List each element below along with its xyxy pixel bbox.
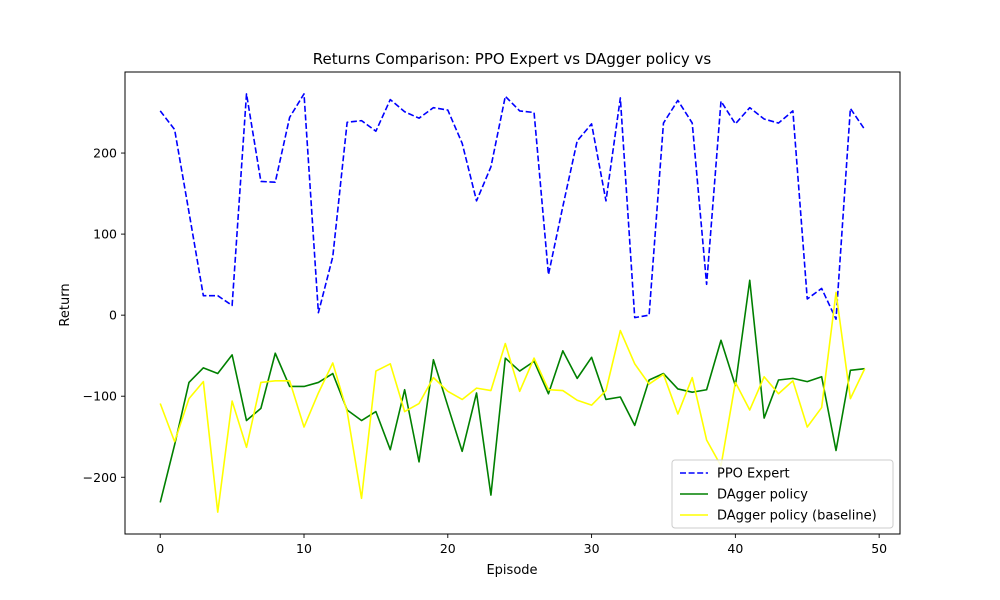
plot-frame	[124, 71, 901, 535]
x-tick-label: 0	[156, 541, 164, 556]
legend-label: DAgger policy (baseline)	[717, 509, 877, 524]
x-tick-label: 10	[296, 541, 312, 556]
y-tick-label: 200	[93, 146, 117, 161]
series-line-1	[159, 279, 865, 503]
legend-box	[671, 459, 894, 529]
x-tick-label: 30	[584, 541, 600, 556]
y-tick-label: 100	[93, 227, 117, 242]
y-tick-label: 0	[109, 308, 117, 323]
x-tick-label: 20	[440, 541, 456, 556]
x-axis-label: Episode	[486, 563, 537, 578]
chart-title: Returns Comparison: PPO Expert vs DAgger…	[313, 50, 712, 68]
y-tick-label: −200	[83, 470, 117, 485]
series-layer	[159, 93, 866, 513]
y-axis-label: Return	[58, 283, 73, 326]
legend-label: DAgger policy	[717, 488, 808, 503]
x-tick-label: 50	[871, 541, 887, 556]
y-tick-label: −100	[83, 389, 117, 404]
series-line-2	[159, 291, 866, 513]
legend-label: PPO Expert	[717, 467, 790, 482]
y-axis: −200 −100 0 100 200	[83, 146, 125, 485]
x-axis: 0 10 20 30 40 50	[156, 534, 887, 556]
legend: PPO Expert DAgger policy DAgger policy (ba…	[671, 459, 894, 529]
x-tick-label: 40	[727, 541, 743, 556]
series-line-0	[159, 93, 866, 321]
